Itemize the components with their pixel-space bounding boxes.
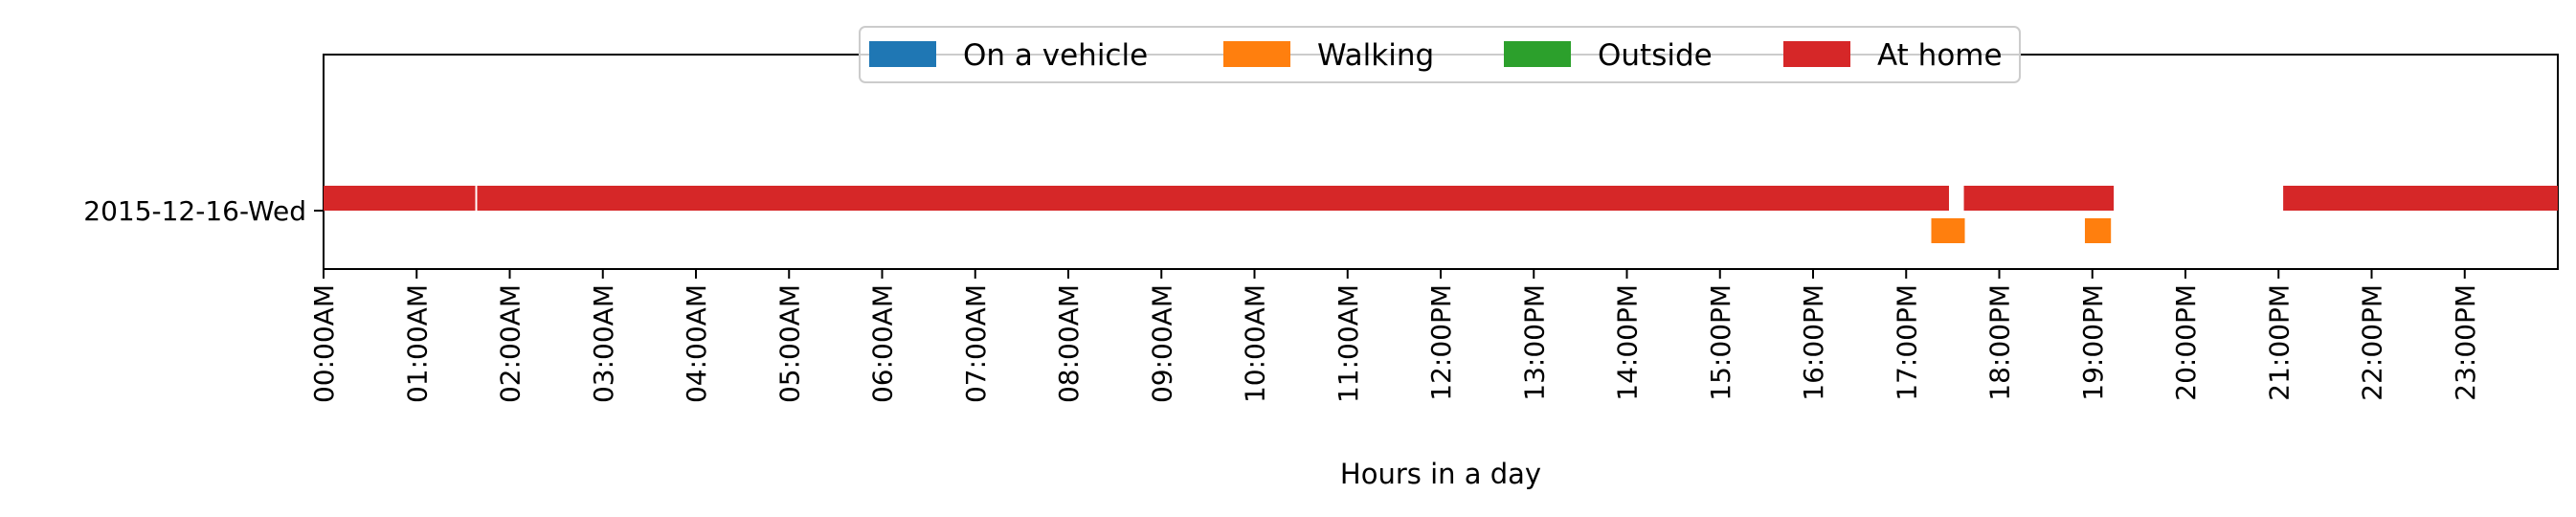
x-tick-label: 19:00PM	[2077, 284, 2109, 401]
x-tick-label: 15:00PM	[1705, 284, 1736, 401]
x-tick-label: 09:00AM	[1146, 284, 1177, 403]
x-tick-label: 06:00AM	[867, 284, 899, 403]
x-tick-label: 22:00PM	[2357, 284, 2388, 401]
interval-bar-at-home	[1963, 186, 2115, 211]
x-tick-label: 14:00PM	[1612, 284, 1644, 401]
interval-bar-walking	[1931, 218, 1965, 243]
x-tick-label: 04:00AM	[681, 284, 712, 403]
interval-bar-at-home	[324, 186, 476, 211]
x-tick-label: 18:00PM	[1984, 284, 2016, 401]
x-tick-label: 11:00AM	[1333, 284, 1364, 403]
x-tick-label: 08:00AM	[1053, 284, 1085, 403]
legend-label-outside: Outside	[1598, 38, 1713, 73]
legend-swatch-walking	[1223, 41, 1290, 67]
legend-box	[859, 26, 2021, 83]
legend-swatch-on-a-vehicle	[869, 41, 936, 67]
plot-area: 00:00AM 01:00AM 02:00AM 03:00AM 04:00AM 05:00…	[83, 54, 2559, 403]
legend-label-at-home: At home	[1877, 38, 2003, 73]
x-tick-label: 05:00AM	[773, 284, 805, 403]
x-axis-ticks: 00:00AM 01:00AM 02:00AM 03:00AM 04:00AM 05:00…	[308, 269, 2481, 403]
x-tick-label: 02:00AM	[495, 284, 526, 403]
interval-bar-at-home	[477, 186, 1949, 211]
x-tick-label: 07:00AM	[960, 284, 992, 403]
x-tick-label: 21:00PM	[2263, 284, 2295, 401]
x-tick-label: 20:00PM	[2170, 284, 2202, 401]
interval-bar-at-home	[2283, 186, 2558, 211]
legend-swatch-at-home	[1783, 41, 1850, 67]
x-tick-label: 00:00AM	[308, 284, 340, 403]
y-axis-ticks: 2015-12-16-Wed	[83, 195, 324, 227]
x-tick-label: 03:00AM	[588, 284, 619, 403]
x-tick-label: 12:00PM	[1425, 284, 1457, 401]
x-tick-label: 17:00PM	[1891, 284, 1922, 401]
legend-label-on-a-vehicle: On a vehicle	[963, 38, 1148, 73]
x-axis-title: Hours in a day	[1340, 458, 1541, 490]
plot-frame	[323, 54, 2559, 270]
interval-bar-walking	[2084, 218, 2112, 243]
y-tick-label: 2015-12-16-Wed	[83, 195, 306, 227]
legend-swatch-outside	[1504, 41, 1571, 67]
x-tick-label: 16:00PM	[1798, 284, 1829, 401]
legend: On a vehicle Walking Outside At home	[859, 26, 2021, 83]
interval-bars	[324, 186, 2558, 243]
legend-label-walking: Walking	[1317, 38, 1434, 73]
legend-items: On a vehicle Walking Outside At home	[869, 38, 2003, 73]
x-tick-label: 13:00PM	[1518, 284, 1550, 401]
x-tick-label: 01:00AM	[401, 284, 433, 403]
x-tick-label: 23:00PM	[2450, 284, 2481, 401]
x-tick-label: 10:00AM	[1240, 284, 1271, 403]
